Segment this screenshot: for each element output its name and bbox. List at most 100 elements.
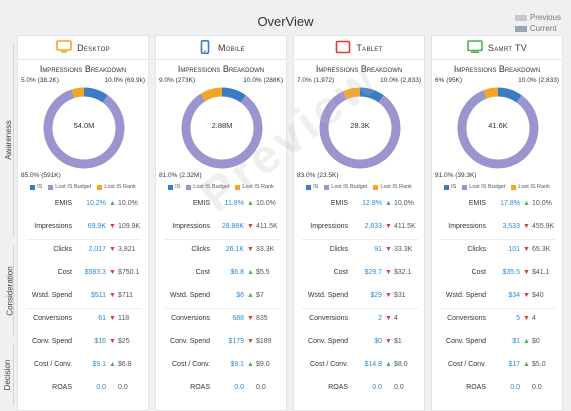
trend-down-icon: ▼ (385, 292, 392, 299)
metric-row: Conversions 5 ▼ 4 (432, 309, 564, 331)
metric-previous-value: $1 (394, 338, 402, 345)
metric-previous-value: 33.3K (256, 246, 275, 253)
metric-row: Impressions 69.9K ▼ 109.9K (18, 217, 150, 239)
device-card-mobile: Mobile Impressions Breakdown 9.0% (273K) 10… (155, 35, 287, 411)
donut-legend-item: Lost IS Budget (186, 184, 229, 190)
device-card-tablet: Tablet Impressions Breakdown 7.0% (1,972) 1… (293, 35, 425, 411)
metric-previous-value: 0.0 (394, 384, 404, 391)
legend-swatch (444, 184, 450, 190)
metric-current-value: 2,833 (364, 223, 382, 230)
metric-name: Wstd. Spend (169, 292, 210, 299)
donut-label-rank: 9.0% (273K) (159, 77, 196, 84)
metric-row: Conv. Spend $0 ▼ $1 (294, 332, 426, 354)
legend-item-previous: Previous (514, 12, 561, 23)
metric-previous-value: 835 (256, 315, 268, 322)
section-separator (164, 308, 280, 309)
metric-row: EMIS 17.8% ▲ 10.0% (432, 194, 564, 216)
metric-current-value: 26.1K (225, 246, 244, 253)
metric-current-value: 3,533 (502, 223, 520, 230)
legend-swatch (373, 184, 379, 190)
legend-swatch (514, 25, 527, 32)
impressions-breakdown-title: Impressions Breakdown (39, 64, 127, 74)
metric-row: Conversions 61 ▼ 118 (18, 309, 150, 331)
metric-row: ROAS 0.0 0.0 (432, 378, 564, 400)
metric-row: Cost $29.7 ▼ $32.1 (294, 263, 426, 285)
metric-previous-value: $7 (256, 292, 264, 299)
metric-row: Impressions 28.88K ▼ 411.5K (156, 217, 288, 239)
legend-swatch (324, 184, 330, 190)
metric-previous-value: $5.5 (256, 269, 270, 276)
period-legend: Previous Current (514, 12, 561, 34)
metric-previous-value: $0 (532, 338, 540, 345)
metric-current-value: $583.3 (84, 269, 106, 276)
legend-swatch (306, 184, 312, 190)
device-name: Tablet (356, 42, 383, 53)
metric-name: ROAS (466, 384, 486, 391)
donut-label-rank: 7.0% (1,972) (297, 77, 335, 84)
metric-current-value: 0.0 (372, 384, 382, 391)
metric-name: ROAS (190, 384, 210, 391)
metric-name: Cost / Conv. (34, 361, 72, 368)
metric-previous-value: $25 (118, 338, 130, 345)
metric-current-value: 28.88K (221, 223, 244, 230)
impressions-breakdown-title: Impressions Breakdown (315, 64, 403, 74)
trend-up-icon: ▲ (523, 200, 530, 207)
metric-name: Cost / Conv. (172, 361, 210, 368)
donut-legend-item: Lost IS Rank (97, 184, 136, 190)
metric-previous-value: 411.5K (394, 223, 416, 230)
metric-name: Clicks (467, 246, 486, 253)
metric-current-value: $17 (508, 361, 520, 368)
metric-row: ROAS 0.0 0.0 (156, 378, 288, 400)
trend-down-icon: ▼ (385, 246, 392, 253)
trend-down-icon: ▼ (109, 292, 116, 299)
trend-down-icon: ▼ (385, 315, 392, 322)
metric-row: Impressions 2,833 ▼ 411.5K (294, 217, 426, 239)
metric-previous-value: 0.0 (532, 384, 542, 391)
metric-row: Wstd. Spend $511 ▼ $711 (18, 286, 150, 308)
legend-swatch (235, 184, 241, 190)
trend-down-icon: ▼ (385, 223, 392, 230)
trend-up-icon: ▲ (247, 361, 254, 368)
metric-previous-value: $41.1 (532, 269, 550, 276)
trend-down-icon: ▼ (385, 338, 392, 345)
metric-current-value: $179 (228, 338, 244, 345)
legend-swatch (48, 184, 54, 190)
section-separator (302, 308, 418, 309)
metric-previous-value: 411.5K (256, 223, 278, 230)
metric-name: Clicks (329, 246, 348, 253)
trend-up-icon: ▲ (247, 269, 254, 276)
donut-label-budget: 85.0% (591K) (21, 172, 61, 179)
section-label-decision: Decision (2, 359, 12, 391)
metric-previous-value: 118 (118, 315, 130, 322)
donut-center-value: 2.88M (211, 121, 233, 130)
legend-swatch (511, 184, 517, 190)
trend-down-icon: ▼ (523, 246, 530, 253)
donut-center-value: 41.6K (488, 121, 508, 130)
metric-row: Cost $35.5 ▼ $41.1 (432, 263, 564, 285)
trend-down-icon: ▼ (523, 269, 530, 276)
metric-name: Cost (57, 269, 72, 276)
donut-label-budget: 83.0% (23.5K) (297, 172, 339, 179)
trend-down-icon: ▼ (247, 338, 254, 345)
donut-label-is: 10.0% (2,833) (518, 77, 559, 84)
device-cards: Desktop Impressions Breakdown 5.0% (38.2K)… (17, 35, 569, 411)
metric-name: Wstd. Spend (445, 292, 486, 299)
metric-name: EMIS (54, 200, 72, 207)
metric-previous-value: 455.9K (532, 223, 555, 230)
device-header: Samrt TV (432, 36, 562, 60)
metric-row: Cost / Conv. $9.1 ▲ $9.0 (156, 355, 288, 377)
metric-name: ROAS (52, 384, 72, 391)
donut-legend-item: Lost IS Budget (48, 184, 91, 190)
metric-row: Conv. Spend $16 ▼ $25 (18, 332, 150, 354)
metric-current-value: $29 (370, 292, 382, 299)
metric-current-value: $0 (374, 338, 382, 345)
donut-legend-item: Lost IS Rank (511, 184, 550, 190)
donut-legend: IS Lost IS Budget Lost IS Rank (432, 184, 562, 190)
section-separator (440, 239, 556, 240)
device-card-samrt-tv: Samrt TV Impressions Breakdown 6% (95K) 10.… (431, 35, 563, 411)
legend-swatch (97, 184, 103, 190)
metric-current-value: 688 (232, 315, 244, 322)
trend-up-icon: ▲ (385, 200, 392, 207)
device-header: Mobile (156, 36, 286, 60)
trend-down-icon: ▼ (109, 315, 116, 322)
